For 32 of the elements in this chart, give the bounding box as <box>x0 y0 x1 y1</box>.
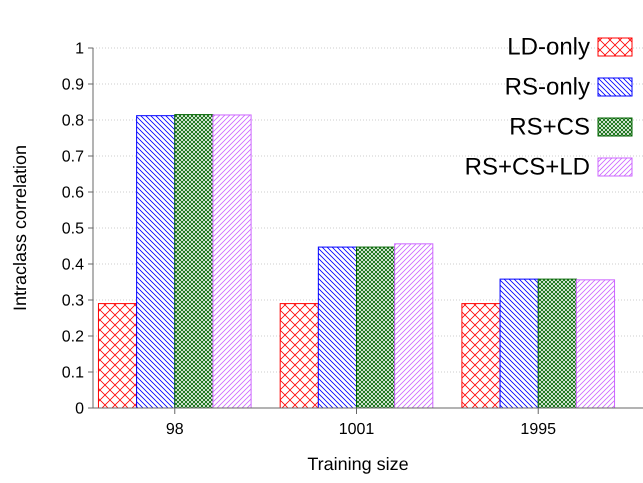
y-tick-label: 0.8 <box>62 112 84 130</box>
bar <box>394 243 434 408</box>
y-axis-title: Intraclass correlation <box>10 144 30 312</box>
bar <box>136 115 176 408</box>
x-tick-label: 98 <box>166 421 184 438</box>
legend-label: RS-only <box>504 73 590 100</box>
y-tick-label: 1 <box>75 40 84 58</box>
bar <box>500 278 539 408</box>
x-tick-label: 1995 <box>520 421 556 438</box>
legend-label: RS+CS+LD <box>464 153 590 180</box>
bar <box>174 114 214 408</box>
y-tick-label: 0.1 <box>62 364 84 382</box>
bar <box>538 278 577 408</box>
y-tick-label: 0.6 <box>62 184 84 202</box>
bar <box>280 303 319 408</box>
y-tick-label: 0.9 <box>62 76 84 94</box>
bar <box>356 246 396 408</box>
bar <box>98 303 138 408</box>
x-tick-label: 1001 <box>338 421 374 438</box>
bar <box>461 303 501 408</box>
y-tick-label: 0 <box>75 400 84 418</box>
y-tick-label: 0.2 <box>62 328 84 346</box>
bar <box>576 279 616 408</box>
y-tick-label: 0.5 <box>62 220 84 238</box>
y-tick-label: 0.4 <box>62 256 84 274</box>
legend-label: LD-only <box>507 33 590 60</box>
y-tick-label: 0.3 <box>62 292 84 310</box>
x-axis-title: Training size <box>307 454 409 474</box>
legend-label: RS+CS <box>509 113 590 140</box>
bar <box>318 246 357 408</box>
y-tick-label: 0.7 <box>62 148 84 166</box>
bar <box>212 114 252 408</box>
